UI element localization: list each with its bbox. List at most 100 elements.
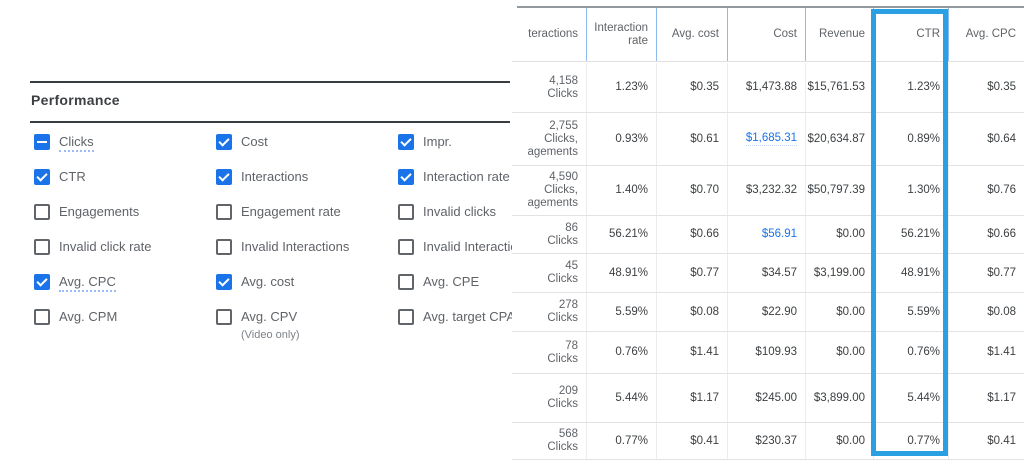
column-header-avg-cpc[interactable]: Avg. CPC	[948, 8, 1024, 61]
checkbox-engagements[interactable]: Engagements	[34, 204, 216, 239]
checkbox-unchecked-icon[interactable]	[398, 239, 414, 255]
checkbox-label: Avg. target CPA	[423, 309, 512, 324]
checkbox-invalid-interactions[interactable]: Invalid Interactions	[216, 239, 398, 274]
checkbox-checked-icon[interactable]	[216, 274, 232, 290]
checkbox-invalid-clicks[interactable]: Invalid clicks	[398, 204, 512, 239]
checkbox-unchecked-icon[interactable]	[34, 239, 50, 255]
cell-avg-cost: $0.77	[656, 254, 727, 292]
checkbox-checked-icon[interactable]	[216, 134, 232, 150]
checkbox-checked-icon[interactable]	[216, 169, 232, 185]
column-header-cost[interactable]: Cost	[727, 8, 805, 61]
checkbox-avg-cpv[interactable]: Avg. CPV (Video only)	[216, 309, 398, 344]
cell-cost: $230.37	[727, 423, 805, 459]
checkbox-avg-cpe[interactable]: Avg. CPE	[398, 274, 512, 309]
column-header-ctr[interactable]: CTR	[873, 8, 948, 61]
checkbox-label: Interactions	[241, 169, 309, 184]
table-row: 2,755 Clicks, agements 0.93% $0.61 $1,685.…	[512, 113, 1024, 166]
checkbox-clicks[interactable]: Clicks	[34, 134, 216, 169]
cell-interaction-rate: 5.44%	[586, 374, 656, 422]
cell-avg-cost: $0.61	[656, 113, 727, 165]
table-body: 4,158 Clicks 1.23% $0.35 $1,473.88 $15,76…	[512, 63, 1024, 460]
checkbox-label: Engagement rate	[241, 204, 341, 219]
checkbox-invalid-click-rate[interactable]: Invalid click rate	[34, 239, 216, 274]
checkbox-avg-cpc[interactable]: Avg. CPC	[34, 274, 216, 309]
cell-interactions: 209 Clicks	[547, 385, 578, 410]
cell-avg-cost: $0.41	[656, 423, 727, 459]
checkbox-unchecked-icon[interactable]	[34, 204, 50, 220]
checkbox-avg-cost[interactable]: Avg. cost	[216, 274, 398, 309]
cell-avg-cpc: $1.17	[948, 374, 1024, 422]
table-row: 45 Clicks 48.91% $0.77 $34.57 $3,199.00 4…	[512, 254, 1024, 293]
checkbox-label: Avg. CPC	[59, 274, 116, 292]
checkbox-unchecked-icon[interactable]	[398, 274, 414, 290]
checkbox-checked-icon[interactable]	[398, 169, 414, 185]
checkbox-label: Clicks	[59, 134, 94, 152]
cell-revenue: $0.00	[805, 423, 873, 459]
checkbox-impr[interactable]: Impr.	[398, 134, 512, 169]
table-row: 4,590 Clicks, agements 1.40% $0.70 $3,232.…	[512, 166, 1024, 216]
cell-revenue: $0.00	[805, 332, 873, 373]
cell-interactions: 278 Clicks	[547, 299, 578, 324]
cell-avg-cost: $1.17	[656, 374, 727, 422]
checkbox-label: CTR	[59, 169, 86, 184]
cell-interaction-rate: 5.59%	[586, 293, 656, 331]
column-header-interactions[interactable]: teractions	[528, 28, 578, 40]
checkbox-label: Invalid Interactions	[423, 239, 512, 254]
checkbox-cost[interactable]: Cost	[216, 134, 398, 169]
checkbox-label: Invalid click rate	[59, 239, 152, 254]
cell-revenue: $0.00	[805, 293, 873, 331]
cell-interaction-rate: 1.40%	[586, 166, 656, 215]
checkbox-interaction-rate[interactable]: Interaction rate	[398, 169, 512, 204]
cell-avg-cost: $0.35	[656, 63, 727, 112]
column-header-interaction-rate[interactable]: Interaction rate	[586, 8, 656, 61]
cell-cost: $34.57	[727, 254, 805, 292]
cell-avg-cost: $0.66	[656, 216, 727, 253]
cell-interactions: 2,755 Clicks, agements	[527, 119, 578, 158]
cell-interaction-rate: 1.23%	[586, 63, 656, 112]
cell-cost-link[interactable]: $56.91	[727, 216, 805, 253]
checkbox-ctr[interactable]: CTR	[34, 169, 216, 204]
checkbox-label: Avg. CPV	[241, 309, 298, 324]
checkbox-unchecked-icon[interactable]	[216, 239, 232, 255]
checkbox-avg-cpm[interactable]: Avg. CPM	[34, 309, 216, 344]
checkbox-label: Cost	[241, 134, 268, 149]
cell-avg-cost: $1.41	[656, 332, 727, 373]
checkbox-interactions[interactable]: Interactions	[216, 169, 398, 204]
checkbox-unchecked-icon[interactable]	[216, 204, 232, 220]
cell-avg-cpc: $0.64	[948, 113, 1024, 165]
cell-avg-cpc: $1.41	[948, 332, 1024, 373]
cell-avg-cpc: $0.41	[948, 423, 1024, 459]
cell-ctr: 0.89%	[873, 113, 948, 165]
checkbox-checked-icon[interactable]	[398, 134, 414, 150]
checkbox-avg-target-cpa[interactable]: Avg. target CPA	[398, 309, 512, 344]
checkbox-unchecked-icon[interactable]	[398, 204, 414, 220]
checkbox-sublabel: (Video only)	[241, 329, 300, 341]
cell-avg-cpc: $0.76	[948, 166, 1024, 215]
checkbox-unchecked-icon[interactable]	[216, 309, 232, 325]
cell-avg-cpc: $0.77	[948, 254, 1024, 292]
column-header-revenue[interactable]: Revenue	[805, 8, 873, 61]
cell-cost: $245.00	[727, 374, 805, 422]
cell-cost: $22.90	[727, 293, 805, 331]
cell-interactions: 4,158 Clicks	[547, 74, 578, 100]
checkbox-engagement-rate[interactable]: Engagement rate	[216, 204, 398, 239]
checkbox-checked-icon[interactable]	[34, 169, 50, 185]
checkbox-unchecked-icon[interactable]	[398, 309, 414, 325]
divider-bottom	[30, 121, 510, 123]
checkbox-label: Engagements	[59, 204, 140, 219]
cell-ctr: 1.30%	[873, 166, 948, 215]
cell-ctr: 5.44%	[873, 374, 948, 422]
table-header-row: teractions Interaction rate Avg. cost Co…	[512, 8, 1024, 62]
checkbox-checked-icon[interactable]	[34, 274, 50, 290]
cell-interactions: 568 Clicks	[547, 428, 578, 453]
cell-avg-cpc: $0.66	[948, 216, 1024, 253]
cell-interaction-rate: 0.93%	[586, 113, 656, 165]
cell-interactions: 4,590 Clicks, agements	[527, 171, 578, 209]
checkbox-indeterminate-icon[interactable]	[34, 134, 50, 150]
checkbox-unchecked-icon[interactable]	[34, 309, 50, 325]
column-header-avg-cost[interactable]: Avg. cost	[656, 8, 727, 61]
checkbox-invalid-interaction-rate[interactable]: Invalid Interactions	[398, 239, 512, 274]
cell-cost-link[interactable]: $1,685.31	[727, 113, 805, 165]
cell-ctr: 0.77%	[873, 423, 948, 459]
cell-interactions: 86 Clicks	[547, 221, 578, 247]
